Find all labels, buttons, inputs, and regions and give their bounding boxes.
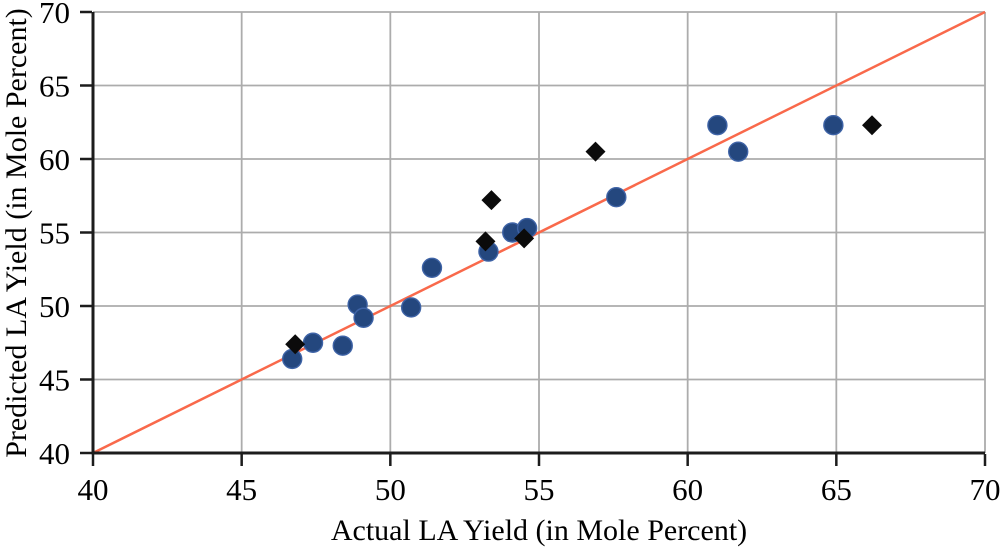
y-tick-label: 40 [39,436,70,471]
x-tick-label: 55 [524,472,555,507]
x-tick-label: 70 [970,472,1001,507]
x-tick-label: 50 [375,472,406,507]
data-point-circle [332,335,353,356]
x-tick-label: 45 [226,472,257,507]
data-point-diamond [285,334,306,355]
data-point-circle [421,257,443,278]
x-tick-label: 65 [821,472,852,507]
data-point-circle [823,114,844,136]
x-tick-label: 60 [672,472,703,507]
data-point-diamond [862,115,883,136]
data-point-circle [707,114,728,136]
y-tick-label: 55 [39,216,70,251]
y-tick-label: 45 [39,363,70,398]
data-point-diamond [475,231,496,252]
parity-reference-line [92,10,986,455]
y-tick-label: 60 [39,142,70,177]
data-point-diamond [514,228,535,249]
data-point-diamond [585,141,606,162]
data-point-circle [606,187,627,208]
data-point-circle [302,332,324,353]
data-point-circle [353,307,374,328]
y-tick-label: 50 [39,289,70,324]
x-tick-label: 40 [78,472,109,507]
data-point-diamond [481,190,502,211]
x-axis-title: Actual LA Yield (in Mole Percent) [330,514,748,547]
data-point-circle [728,141,749,162]
y-tick-label: 65 [39,69,70,104]
data-point-circle [282,348,303,370]
y-axis-title: Predicted LA Yield (in Mole Percent) [0,8,33,458]
data-point-circle [400,297,422,318]
y-tick-label: 70 [39,0,70,30]
